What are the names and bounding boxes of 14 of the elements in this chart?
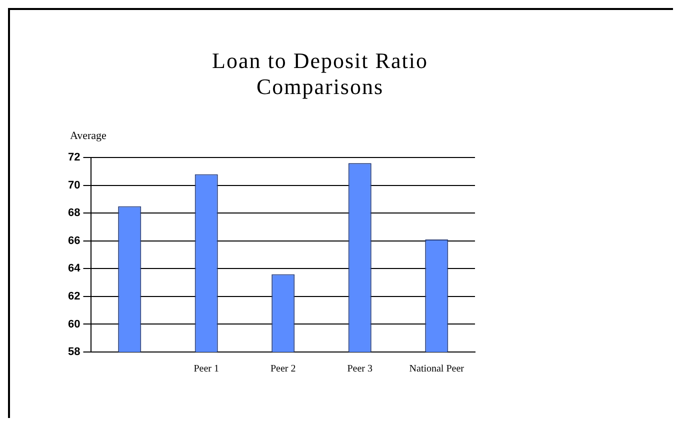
y-tick-label: 72 xyxy=(68,152,80,164)
y-tick-label: 64 xyxy=(68,262,82,275)
x-tick-label: Peer 2 xyxy=(270,364,296,375)
y-axis-title: Average xyxy=(70,130,106,142)
y-tick-label: 70 xyxy=(68,179,80,192)
x-tick-label: Peer 3 xyxy=(347,364,373,375)
y-tick-label: 62 xyxy=(68,290,80,302)
chart-title: Loan to Deposit Ratio Comparisons xyxy=(211,48,429,100)
y-tick-label: 66 xyxy=(68,234,80,247)
y-tick-label: 60 xyxy=(68,318,80,330)
x-tick-label: Peer 1 xyxy=(194,364,220,375)
y-tick-label: 58 xyxy=(68,346,80,358)
y-tick-label: 68 xyxy=(68,207,80,220)
x-tick-label: National Peer xyxy=(409,364,465,375)
